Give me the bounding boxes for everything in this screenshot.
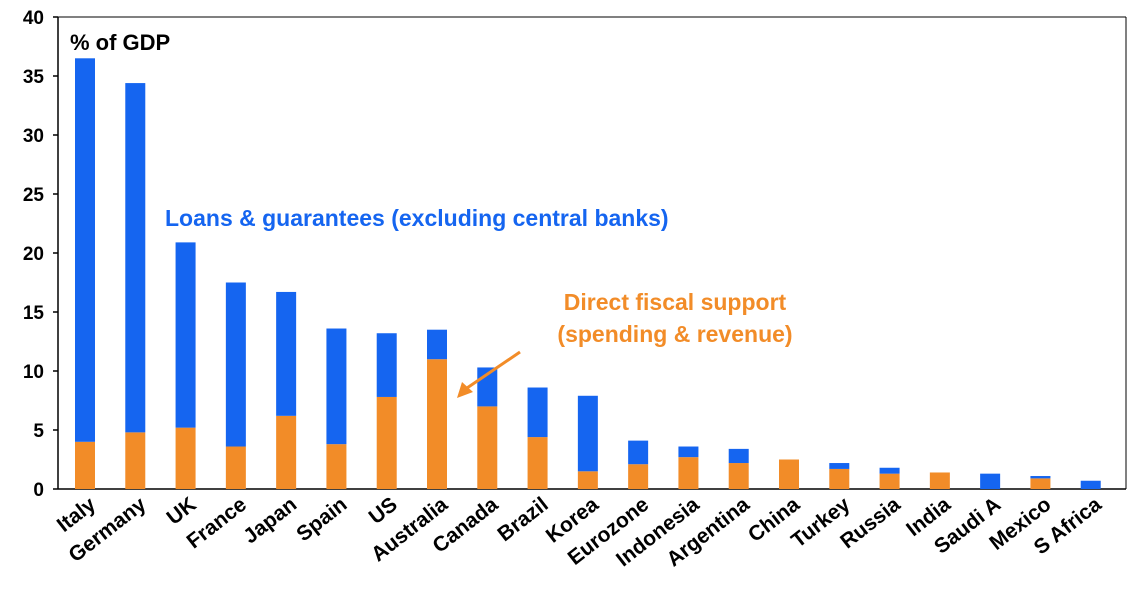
x-tick-label: UK [163,493,201,530]
bar-fiscal-5 [326,444,347,489]
bar-loans-11 [628,440,649,465]
bar-loans-3 [225,282,246,447]
bar-series [75,58,1101,489]
bar-loans-19 [1030,476,1051,479]
bar-fiscal-19 [1030,478,1051,489]
fiscal-series-label-line2: (spending & revenue) [557,321,792,347]
bar-fiscal-0 [75,441,95,489]
y-tick-label: 15 [23,303,45,324]
bar-loans-10 [577,395,598,472]
annotation-arrow [457,350,521,398]
bar-loans-16 [879,467,900,474]
bar-fiscal-12 [678,457,699,489]
bar-loans-7 [427,329,447,360]
bar-fiscal-16 [879,473,900,489]
bar-loans-0 [75,58,95,442]
bar-fiscal-2 [175,427,196,489]
bar-loans-9 [527,387,548,438]
y-unit-label: % of GDP [70,30,170,55]
bar-loans-2 [175,242,196,428]
bar-fiscal-11 [628,464,649,489]
bar-loans-13 [728,448,749,464]
y-tick-label: 35 [23,67,45,88]
y-tick-label: 25 [23,185,45,206]
bar-loans-6 [376,333,397,397]
y-tick-label: 30 [23,126,44,147]
bar-fiscal-15 [829,468,850,489]
y-tick-label: 5 [33,421,44,442]
y-axis: 0 5 10 15 20 25 30 35 40 [23,8,58,501]
x-tick-label: US [365,493,402,529]
bar-loans-5 [326,328,347,445]
bar-fiscal-17 [929,472,950,489]
bar-fiscal-14 [779,459,799,489]
x-tick-label: Japan [239,493,301,548]
y-tick-label: 20 [23,244,44,265]
bar-loans-4 [276,291,297,416]
y-tick-label: 10 [23,362,44,383]
arrow-shaft [466,350,521,390]
bar-fiscal-7 [427,359,447,489]
bar-loans-12 [678,446,699,458]
bar-fiscal-8 [477,406,498,489]
bar-loans-18 [980,473,1001,489]
y-tick-label: 40 [23,8,44,29]
bar-fiscal-13 [728,463,749,489]
y-tick-label: 0 [33,480,44,501]
bar-fiscal-9 [527,437,548,489]
loans-series-label: Loans & guarantees (excluding central ba… [165,205,669,231]
x-tick-label: Spain [292,493,351,546]
bar-loans-1 [125,83,146,433]
fiscal-series-label-line1: Direct fiscal support [564,289,787,315]
bar-loans-15 [829,463,850,469]
bar-fiscal-1 [125,432,146,489]
bar-fiscal-10 [577,471,598,489]
x-tick-label: Brazil [493,493,552,546]
arrow-head [457,382,473,398]
bar-fiscal-3 [225,446,246,489]
bar-loans-20 [1080,480,1101,489]
bar-fiscal-4 [276,415,297,489]
bar-fiscal-6 [376,396,397,489]
